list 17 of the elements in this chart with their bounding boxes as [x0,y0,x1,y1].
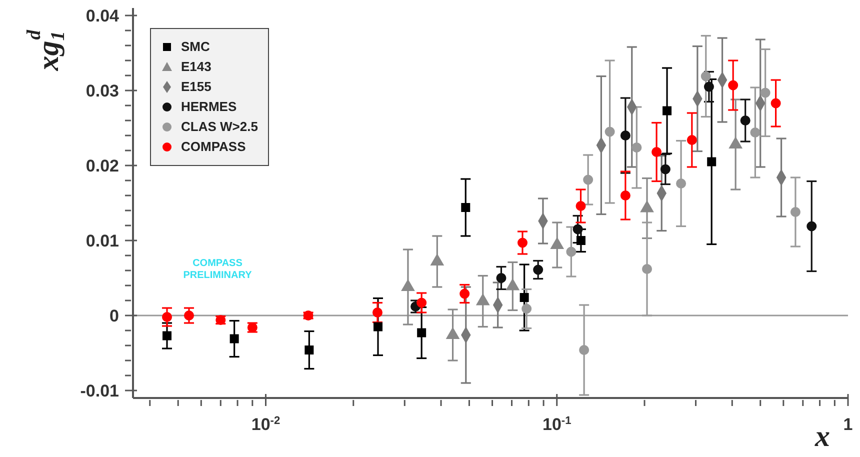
annotation: COMPASS PRELIMINARY [182,258,253,282]
legend-label: COMPASS [181,138,246,156]
y-tick-label: -0.01 [80,382,119,400]
legend-label: CLAS W>2.5 [181,118,258,136]
x-tick-label: 10$^{-1}$ [542,415,572,434]
y-tick-label: 0.02 [86,156,119,176]
x-tick-label: 1 [843,415,853,434]
y-tick-label: 0 [110,306,119,326]
legend-label: SMC [181,38,210,56]
y-tick-label: 0.03 [86,82,119,100]
legend-label: E143 [181,58,212,76]
y-tick-label: 0.04 [86,6,120,26]
legend-label: E155 [181,78,212,96]
y-tick-label: 0.01 [86,232,119,250]
legend-label: HERMES [181,98,237,116]
x-tick-label: 10$^{-2}$ [251,415,280,434]
x-axis-title: x [814,420,830,453]
